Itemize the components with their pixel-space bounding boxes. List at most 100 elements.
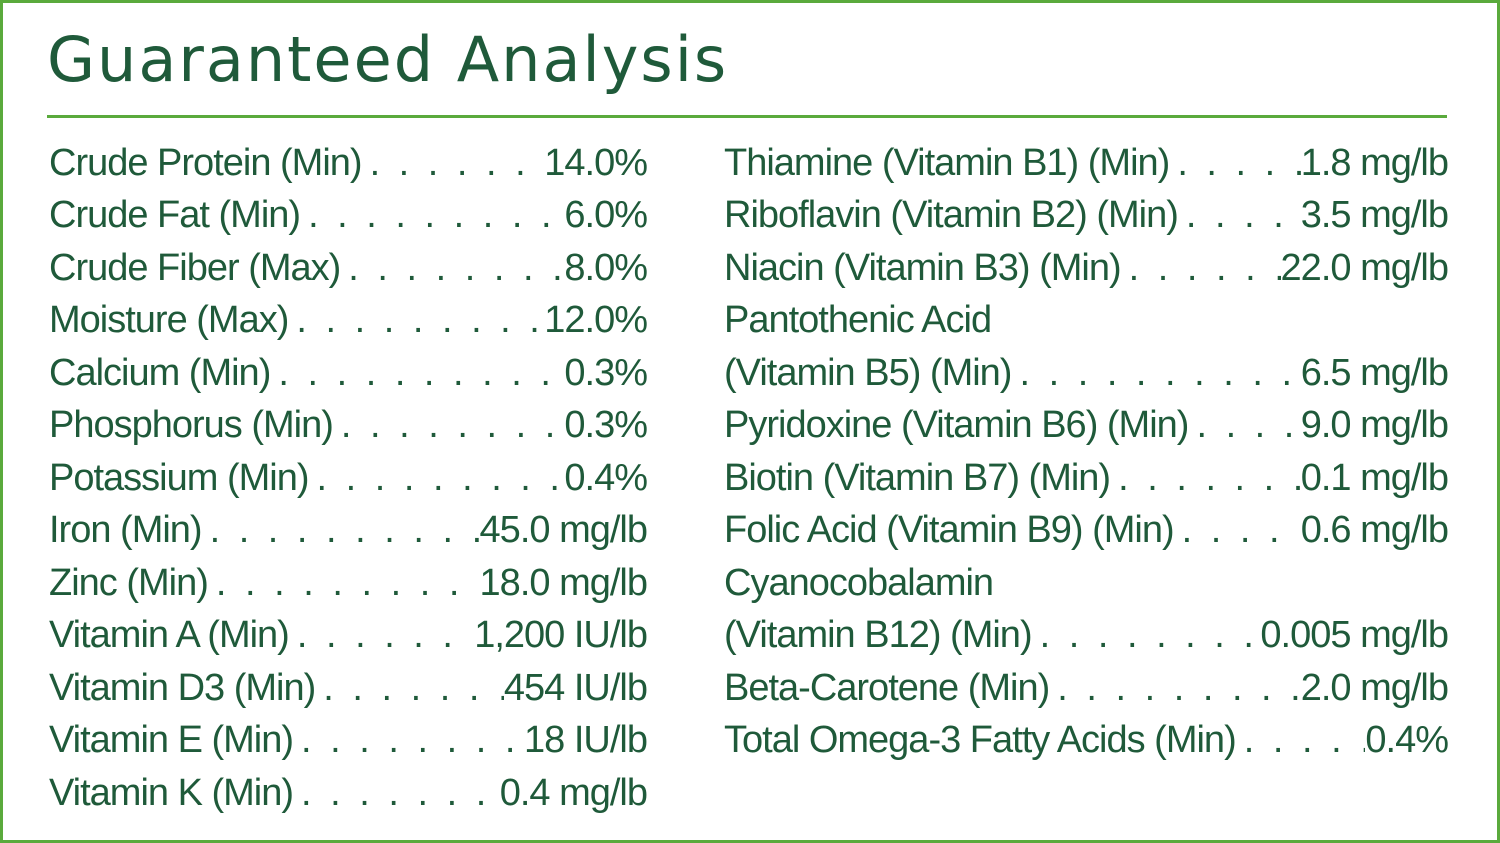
nutrient-value: 8.0% [564, 246, 647, 289]
nutrient-row: Pantothenic Acid [724, 295, 1448, 348]
nutrient-label: Zinc (Min) [49, 561, 209, 604]
nutrient-label: (Vitamin B12) (Min) [724, 614, 1033, 657]
nutrient-row: Vitamin K (Min). . . . . . . . . . .0.4 … [49, 767, 647, 820]
nutrient-value: 0.005 mg/lb [1260, 614, 1448, 657]
nutrient-label: Total Omega-3 Fatty Acids (Min) [724, 719, 1237, 762]
nutrient-value: 0.3% [564, 404, 647, 447]
dot-leader: . . . . . . . . . . . . [1039, 614, 1261, 657]
dot-leader: . . . . . . . . . . . . . [1057, 666, 1300, 709]
nutrient-value: 454 IU/lb [503, 666, 647, 709]
dot-leader: . . . . . . . . [1128, 246, 1281, 289]
nutrient-value: 0.6 mg/lb [1300, 509, 1448, 552]
nutrient-label: Potassium (Min) [49, 456, 309, 499]
nutrient-label: Vitamin D3 (Min) [49, 666, 316, 709]
dot-leader: . . . . . . . . . . [1118, 456, 1301, 499]
dot-leader: . . . . . . . . . . . . [209, 509, 480, 552]
nutrient-value: 22.0 mg/lb [1280, 246, 1448, 289]
nutrient-row: Pyridoxine (Vitamin B6) (Min). . . . .9.… [724, 400, 1448, 453]
nutrient-row: Crude Fat (Min). . . . . . . . . . . . .… [49, 190, 647, 243]
dot-leader: . . . . . . . . . . . . . . [340, 404, 564, 447]
nutrient-row: Thiamine (Vitamin B1) (Min). . . . . . .… [724, 137, 1448, 190]
nutrient-value: 2.0 mg/lb [1300, 666, 1448, 709]
dot-leader: . . . . . [1196, 404, 1300, 447]
nutrient-value: 18.0 mg/lb [479, 561, 647, 604]
nutrient-label: Riboflavin (Vitamin B2) (Min) [724, 194, 1179, 237]
nutrient-value: 0.4% [564, 456, 647, 499]
nutrient-row: Cyanocobalamin [724, 557, 1448, 610]
nutrient-row: Biotin (Vitamin B7) (Min). . . . . . . .… [724, 452, 1448, 505]
nutrient-row: Calcium (Min). . . . . . . . . . . . . .… [49, 347, 647, 400]
nutrient-row: (Vitamin B12) (Min). . . . . . . . . . .… [724, 610, 1448, 663]
dot-leader: . . . . . . . . . . [369, 141, 545, 184]
nutrient-value: 6.0% [564, 194, 647, 237]
dot-leader: . . . . . [1185, 194, 1301, 237]
nutrient-label: Moisture (Max) [49, 299, 289, 342]
nutrient-value: 45.0 mg/lb [479, 509, 647, 552]
nutrient-value: 3.5 mg/lb [1300, 194, 1448, 237]
nutrient-row: Total Omega-3 Fatty Acids (Min). . . . .… [724, 715, 1448, 768]
nutrient-label: Vitamin K (Min) [49, 771, 294, 814]
dot-leader: . . . . . . . . . . . . [348, 246, 564, 289]
nutrient-row: Iron (Min). . . . . . . . . . . .45.0 mg… [49, 505, 647, 558]
nutrient-label: Folic Acid (Vitamin B9) (Min) [724, 509, 1175, 552]
nutrient-label: Phosphorus (Min) [49, 404, 334, 447]
right-nutrient-column: Thiamine (Vitamin B1) (Min). . . . . . .… [724, 137, 1448, 767]
nutrient-value: 9.0 mg/lb [1300, 404, 1448, 447]
nutrient-value: 14.0% [544, 141, 647, 184]
nutrient-value: 0.4% [1365, 719, 1448, 762]
nutrient-label: Crude Fiber (Max) [49, 246, 341, 289]
dot-leader: . . . . . . . . . . . . . . [296, 299, 544, 342]
nutrient-label: Crude Fat (Min) [49, 194, 301, 237]
nutrient-row: Moisture (Max). . . . . . . . . . . . . … [49, 295, 647, 348]
nutrient-label: Beta-Carotene (Min) [724, 666, 1050, 709]
dot-leader: . . . . . [1181, 509, 1301, 552]
dot-leader: . . . . . . . . . . . . . . . . . [278, 351, 564, 394]
nutrient-label: Iron (Min) [49, 509, 203, 552]
nutrient-row: Crude Protein (Min). . . . . . . . . .14… [49, 137, 647, 190]
nutrient-row: Vitamin D3 (Min). . . . . . . . . . .454… [49, 662, 647, 715]
dot-leader: . . . . . . . . . . . [301, 771, 500, 814]
nutrient-value: 12.0% [544, 299, 647, 342]
dot-leader: . . . . . . . [1177, 141, 1300, 184]
nutrient-label: Thiamine (Vitamin B1) (Min) [724, 141, 1170, 184]
nutrient-row: Folic Acid (Vitamin B9) (Min). . . . . 0.… [724, 505, 1448, 558]
nutrient-value: 18 IU/lb [524, 719, 647, 762]
nutrient-label: Calcium (Min) [49, 351, 271, 394]
nutrient-label: Biotin (Vitamin B7) (Min) [724, 456, 1111, 499]
nutrient-row: Riboflavin (Vitamin B2) (Min). . . . .3.… [724, 190, 1448, 243]
nutrient-label: Crude Protein (Min) [49, 141, 363, 184]
nutrient-value: 1.8 mg/lb [1300, 141, 1448, 184]
nutrient-row: Niacin (Vitamin B3) (Min). . . . . . . .… [724, 242, 1448, 295]
dot-leader: . . . . . . . . . . . . . . . [1019, 351, 1300, 394]
dot-leader: . . . . . [1243, 719, 1366, 762]
nutrient-row: Vitamin A (Min). . . . . . . . . .1,200 … [49, 610, 647, 663]
dot-leader: . . . . . . . . . . [296, 614, 474, 657]
nutrient-row: Vitamin E (Min). . . . . . . . . . . . .… [49, 715, 647, 768]
dot-leader: . . . . . . . . . . . . . . [215, 561, 480, 604]
nutrient-label: Pantothenic Acid [724, 299, 992, 342]
left-nutrient-column: Crude Protein (Min). . . . . . . . . .14… [49, 137, 647, 820]
nutrient-row: (Vitamin B5) (Min). . . . . . . . . . . … [724, 347, 1448, 400]
nutrient-value: 0.4 mg/lb [499, 771, 647, 814]
nutrient-row: Phosphorus (Min). . . . . . . . . . . . … [49, 400, 647, 453]
dot-leader: . . . . . . . . . . . . . . . [316, 456, 565, 499]
page-title: Guaranteed Analysis [47, 23, 729, 96]
nutrient-value: 0.3% [564, 351, 647, 394]
nutrient-row: Crude Fiber (Max). . . . . . . . . . . .… [49, 242, 647, 295]
dot-leader: . . . . . . . . . . . . . [301, 719, 524, 762]
title-divider [47, 115, 1447, 118]
nutrient-row: Zinc (Min). . . . . . . . . . . . . .18.… [49, 557, 647, 610]
nutrient-value: 6.5 mg/lb [1300, 351, 1448, 394]
nutrient-label: Cyanocobalamin [724, 561, 994, 604]
nutrient-label: Niacin (Vitamin B3) (Min) [724, 246, 1122, 289]
dot-leader: . . . . . . . . . . . [323, 666, 504, 709]
nutrient-label: Pyridoxine (Vitamin B6) (Min) [724, 404, 1189, 447]
nutrient-value: 0.1 mg/lb [1300, 456, 1448, 499]
nutrient-row: Potassium (Min). . . . . . . . . . . . .… [49, 452, 647, 505]
nutrient-label: Vitamin A (Min) [49, 614, 290, 657]
nutrient-value: 1,200 IU/lb [474, 614, 647, 657]
nutrient-row: Beta-Carotene (Min). . . . . . . . . . .… [724, 662, 1448, 715]
nutrient-label: (Vitamin B5) (Min) [724, 351, 1012, 394]
nutrient-label: Vitamin E (Min) [49, 719, 294, 762]
